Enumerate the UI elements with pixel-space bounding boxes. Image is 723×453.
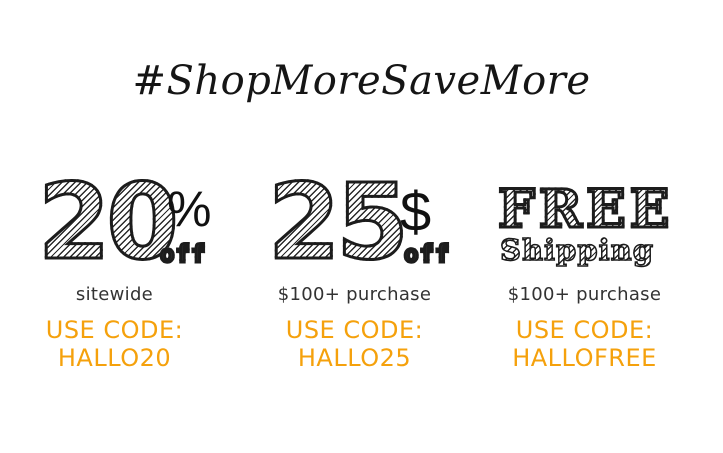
promo-code: USE CODE: HALLOFREE: [467, 316, 702, 372]
offer-description: $100+ purchase: [277, 284, 432, 305]
off-label: off: [158, 240, 207, 268]
code-label: USE CODE:: [515, 316, 654, 344]
offer-25-dollars: 25 $ off $100+ purchase USE CODE: HALLO2…: [237, 161, 475, 400]
discount-amount: 20: [37, 161, 181, 283]
discount-amount: 25: [267, 161, 411, 283]
code-value: HALLOFREE: [512, 344, 657, 372]
offer-20-percent: 20 % off sitewide USE CODE: HALLO20: [0, 161, 235, 400]
dollar-symbol: $: [400, 180, 432, 243]
promo-code: USE CODE: HALLO20: [0, 316, 232, 372]
code-label: USE CODE:: [45, 316, 184, 344]
code-value: HALLO20: [57, 344, 172, 372]
promo-code: USE CODE: HALLO25: [237, 316, 472, 372]
offer-free-shipping: FREE Shipping $100+ purchase USE CODE: H…: [470, 170, 705, 400]
offer-description: $100+ purchase: [507, 284, 662, 305]
off-label: off: [402, 240, 451, 268]
free-title: FREE: [496, 179, 674, 240]
shipping-title: Shipping: [499, 233, 654, 267]
percent-symbol: %: [167, 181, 212, 237]
headline: #ShopMoreSaveMore: [132, 58, 591, 104]
code-label: USE CODE:: [285, 316, 424, 344]
code-value: HALLO25: [297, 344, 412, 372]
offer-description: sitewide: [75, 284, 154, 305]
